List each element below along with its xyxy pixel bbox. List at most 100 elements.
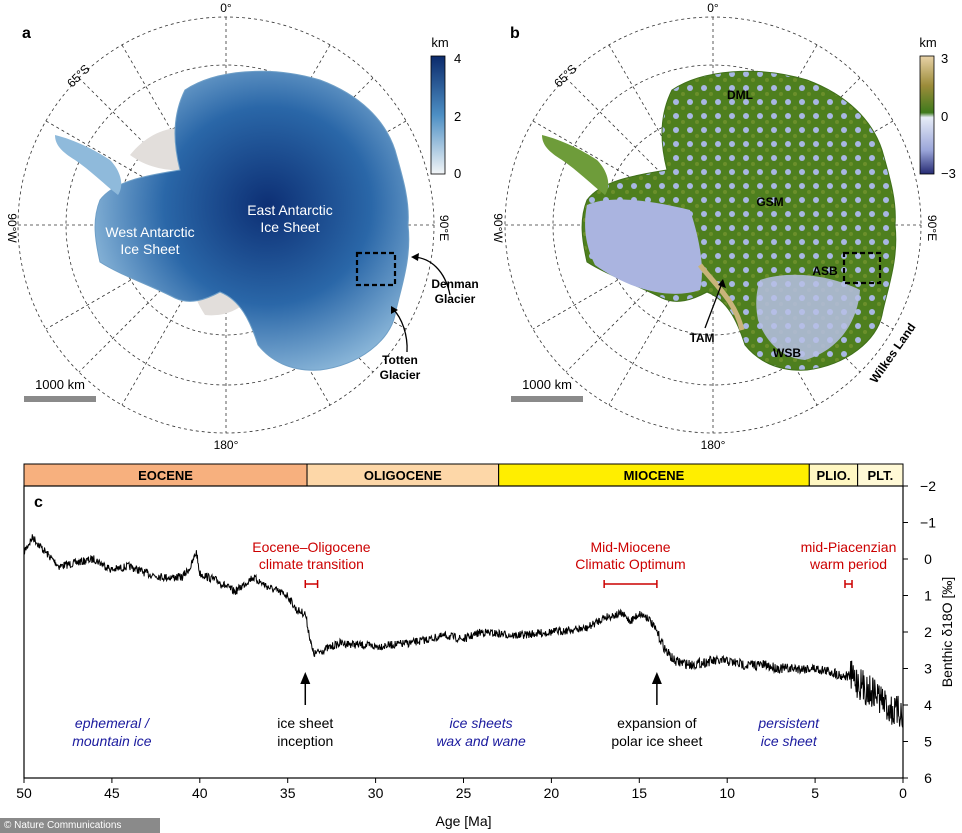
phase-label-1-0: ice sheets <box>450 715 513 731</box>
panel-a-totten-label-1: Totten <box>382 353 418 367</box>
y-axis-label: Benthic δ18O [‰] <box>939 577 955 688</box>
phases-layer: ephemeral / mountain ice ice sheets wax and… <box>72 715 820 749</box>
panel-b-colorbar-tick-0: 0 <box>941 109 948 124</box>
y-tick-label-0: −2 <box>920 478 936 494</box>
y-axis: −2 −1 0 1 2 3 4 5 6 <box>903 478 936 786</box>
x-tick-label-5: 25 <box>456 785 472 801</box>
x-tick-label-1: 45 <box>104 785 120 801</box>
panel-c-chart: EOCENE OLIGOCENE MIOCENE PLIO. PLT. c Eocene… <box>16 463 955 829</box>
panel-a-meridian-90w: 90°W <box>5 213 19 243</box>
y-tick-label-5: 3 <box>924 661 932 677</box>
panel-b-meridian-90w: 90°W <box>491 213 505 243</box>
panel-b-tam-label: TAM <box>689 331 714 345</box>
y-tick-label-7: 5 <box>924 734 932 750</box>
panel-a-totten-label-2: Glacier <box>380 368 421 382</box>
epoch-label-2: MIOCENE <box>624 468 685 483</box>
panel-b-study-box <box>842 251 882 285</box>
panel-a-east-label-2: Ice Sheet <box>260 219 319 235</box>
panel-a-denman-label-2: Glacier <box>435 292 476 306</box>
credit-badge: © Nature Communications <box>0 818 160 833</box>
event-arrow-label-0-0: ice sheet <box>277 715 333 731</box>
panel-b-colorbar-unit: km <box>919 35 936 50</box>
panel-b-scale-bar <box>511 396 583 402</box>
panel-b-asb-label: ASB <box>812 264 838 278</box>
x-tick-label-6: 20 <box>544 785 560 801</box>
panel-a-meridian-0: 0° <box>220 1 232 15</box>
panel-a-scale-label: 1000 km <box>35 377 85 392</box>
panel-a: a 0° 180° 90°W 90°E 65°S West Antarct <box>5 1 479 452</box>
panel-a-west-label-2: Ice Sheet <box>120 241 179 257</box>
panel-a-letter: a <box>22 25 31 42</box>
panel-a-scale-bar <box>24 396 96 402</box>
y-tick-label-6: 4 <box>924 697 932 713</box>
x-axis-label: Age [Ma] <box>435 813 491 829</box>
panel-a-colorbar <box>430 55 446 175</box>
epoch-label-1: OLIGOCENE <box>364 468 442 483</box>
panel-a-colorbar-tick-2: 2 <box>454 109 461 124</box>
panel-b-gsm-label: GSM <box>756 195 783 209</box>
panel-b-peninsula <box>542 135 609 195</box>
panel-b-wsb-label: WSB <box>773 346 801 360</box>
event-label-2-1: warm period <box>809 556 887 572</box>
panel-b-colorbar-tick-3: 3 <box>941 51 948 66</box>
panel-b: b 0° 180° 90°W 90°E 65°S DML GSM <box>491 1 956 452</box>
panel-a-colorbar-tick-4: 4 <box>454 51 461 66</box>
panel-a-colorbar-tick-0: 0 <box>454 166 461 181</box>
panel-b-letter: b <box>510 25 520 42</box>
event-label-1-1: Climatic Optimum <box>575 556 685 572</box>
event-arrowhead-0 <box>300 672 311 684</box>
event-arrow-label-1-1: polar ice sheet <box>611 733 702 749</box>
panel-a-study-box <box>355 251 397 287</box>
y-tick-label-8: 6 <box>924 770 932 786</box>
epoch-label-3: PLIO. <box>816 468 850 483</box>
panel-a-ice-sheet <box>94 70 410 371</box>
panel-a-totten-arrowhead <box>391 306 398 314</box>
panel-a-meridian-180: 180° <box>214 438 239 452</box>
x-tick-label-2: 40 <box>192 785 208 801</box>
x-tick-label-8: 10 <box>719 785 735 801</box>
phase-label-2-1: ice sheet <box>761 733 818 749</box>
arrows-layer: ice sheet inception expansion of polar ice … <box>277 672 703 749</box>
panel-a-west-label-1: West Antarctic <box>105 224 194 240</box>
panel-b-meridian-0: 0° <box>707 1 719 15</box>
x-tick-label-10: 0 <box>899 785 907 801</box>
panel-b-dml-label: DML <box>727 88 753 102</box>
panel-a-colorbar-unit: km <box>431 35 448 50</box>
x-tick-label-3: 35 <box>280 785 296 801</box>
event-label-2-0: mid-Piacenzian <box>801 539 897 555</box>
x-tick-label-9: 5 <box>811 785 819 801</box>
panel-b-tam-arrowhead <box>718 279 726 288</box>
panel-a-denman-label-1: Denman <box>431 277 478 291</box>
epoch-bar: EOCENE OLIGOCENE MIOCENE PLIO. PLT. <box>23 463 904 487</box>
panel-a-meridian-90e: 90°E <box>437 215 451 241</box>
panel-b-lat-label: 65°S <box>551 62 579 90</box>
panel-a-east-label-1: East Antarctic <box>247 202 333 218</box>
panel-a-peninsula <box>55 135 122 195</box>
y-tick-label-4: 2 <box>924 624 932 640</box>
panel-b-wilkes-basin <box>756 274 860 360</box>
series-line-benthic-d18o <box>23 534 904 728</box>
event-label-0-0: Eocene–Oligocene <box>252 539 371 555</box>
panel-b-west-basin <box>585 199 702 294</box>
event-arrowhead-1 <box>651 672 662 684</box>
panel-b-colorbar-tick-m3: −3 <box>941 166 956 181</box>
panel-b-scale-label: 1000 km <box>522 377 572 392</box>
y-tick-label-2: 0 <box>924 551 932 567</box>
x-tick-label-0: 50 <box>16 785 32 801</box>
epoch-label-0: EOCENE <box>138 468 193 483</box>
phase-label-1-1: wax and wane <box>436 733 526 749</box>
panel-a-lat-label: 65°S <box>64 62 92 90</box>
x-tick-label-7: 15 <box>632 785 648 801</box>
phase-label-0-0: ephemeral / <box>75 715 151 731</box>
panel-b-tam-ridge <box>698 263 745 331</box>
panel-a-denman-arrowhead <box>411 253 419 261</box>
phase-label-2-0: persistent <box>757 715 820 731</box>
panel-b-meridian-180: 180° <box>701 438 726 452</box>
x-tick-label-4: 30 <box>368 785 384 801</box>
x-axis: 50 45 40 35 30 25 20 15 10 5 0 <box>16 778 907 801</box>
event-label-1-0: Mid-Miocene <box>590 539 670 555</box>
event-arrow-label-1-0: expansion of <box>617 715 697 731</box>
panel-b-colorbar <box>919 55 935 175</box>
